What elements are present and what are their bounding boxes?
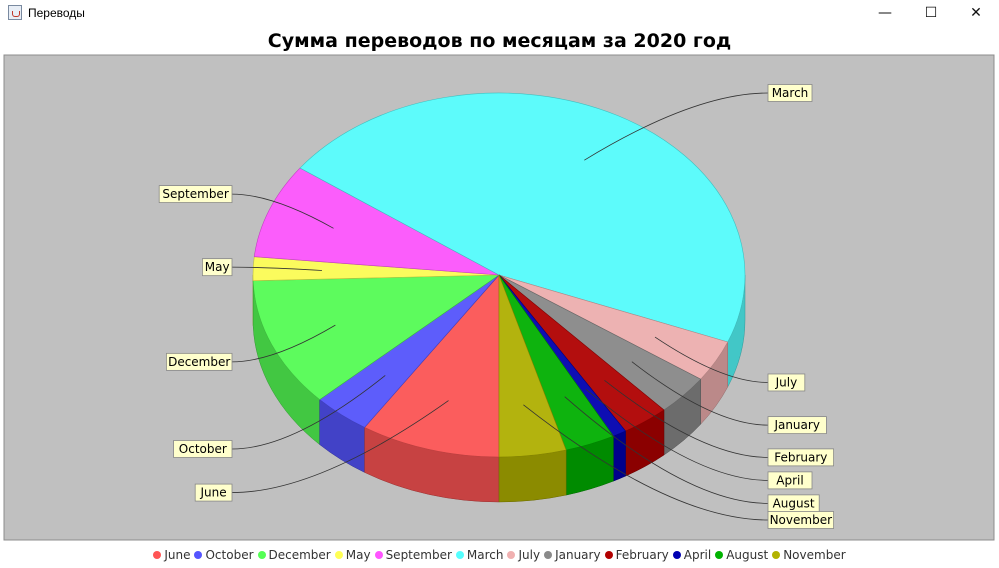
leader-line-january [631, 361, 769, 426]
legend-label-june: June [164, 548, 191, 562]
legend-item-april: April [672, 548, 712, 562]
legend-swatch-april [672, 551, 681, 559]
slice-label-september: September [162, 187, 228, 201]
legend-item-february: February [604, 548, 669, 562]
maximize-button[interactable]: ☐ [924, 5, 938, 21]
slice-september [253, 167, 500, 276]
label-box-december [165, 352, 233, 371]
close-button[interactable]: ✕ [970, 5, 982, 21]
slice-label-july: July [775, 375, 798, 389]
legend-label-january: January [555, 548, 601, 562]
slice-june [364, 274, 500, 458]
chart-title: Сумма переводов по месяцам за 2020 год [267, 30, 732, 52]
legend-swatch-may [334, 551, 343, 559]
leader-line-november [523, 404, 769, 521]
label-box-july [767, 373, 806, 392]
legend-swatch-march [455, 551, 464, 559]
legend-item-september: September [374, 548, 452, 562]
leader-line-december [231, 324, 336, 363]
label-box-october [173, 440, 233, 458]
legend-label-march: March [466, 548, 504, 562]
legend-item-january: January [544, 548, 601, 562]
window-title: Переводы [28, 6, 85, 20]
legend-item-november: November [772, 548, 846, 562]
legend-item-march: March [455, 548, 504, 562]
slice-label-march: March [772, 86, 809, 100]
leader-line-march [584, 92, 769, 161]
slice-label-may: May [205, 260, 230, 274]
pie-slices [252, 92, 746, 503]
pie-labels: June October December May September March July… [158, 84, 834, 529]
legend-label-may: May [345, 548, 371, 562]
slice-label-april: April [776, 473, 803, 487]
legend-label-october: October [205, 548, 254, 562]
leader-line-may [231, 266, 323, 271]
legend-label-august: August [726, 548, 769, 562]
leader-line-april [585, 388, 769, 481]
leader-line-july [654, 336, 769, 383]
slice-label-january: January [773, 418, 820, 432]
chart-legend: June October December May September March July… [0, 548, 999, 562]
slice-label-august: August [773, 496, 815, 510]
legend-swatch-august [715, 551, 724, 559]
window-titlebar: Переводы — ☐ ✕ [0, 0, 999, 26]
legend-label-december: December [268, 548, 331, 562]
leader-line-august [564, 396, 769, 504]
legend-label-april: April [683, 548, 712, 562]
legend-item-august: August [715, 548, 768, 562]
legend-swatch-june [153, 551, 162, 559]
leader-line-september [231, 193, 334, 229]
slice-label-december: December [168, 355, 230, 369]
leader-line-february [604, 379, 769, 458]
java-app-icon [8, 5, 22, 20]
legend-item-june: June [153, 548, 190, 562]
label-box-february [767, 448, 834, 467]
legend-swatch-january [544, 551, 553, 559]
label-box-june [194, 483, 233, 502]
legend-label-february: February [615, 548, 669, 562]
label-box-march [767, 84, 813, 102]
legend-swatch-september [374, 551, 383, 559]
slice-november [498, 274, 567, 458]
leader-line-june [231, 400, 449, 493]
legend-label-july: July [518, 548, 541, 562]
slice-label-february: February [774, 450, 827, 464]
leader-line-october [231, 375, 386, 450]
slice-march [299, 92, 746, 343]
slice-side-november [498, 449, 567, 503]
legend-item-may: May [334, 548, 371, 562]
legend-swatch-december [257, 551, 266, 559]
legend-swatch-october [194, 551, 203, 559]
legend-item-december: December [257, 548, 331, 562]
legend-swatch-july [507, 551, 516, 559]
slice-label-november: November [770, 513, 832, 527]
legend-item-october: October [194, 548, 254, 562]
legend-swatch-november [772, 551, 781, 559]
slice-label-october: October [179, 442, 227, 456]
minimize-button[interactable]: — [878, 5, 892, 21]
label-box-january [767, 416, 827, 435]
legend-item-july: July [507, 548, 540, 562]
legend-label-september: September [385, 548, 452, 562]
legend-label-november: November [783, 548, 846, 562]
label-box-november [767, 511, 834, 529]
legend-swatch-february [604, 551, 613, 559]
slice-december [252, 274, 500, 400]
label-box-september [158, 185, 233, 203]
label-box-april [767, 471, 813, 490]
slice-label-june: June [200, 486, 227, 500]
label-box-may [201, 258, 233, 277]
